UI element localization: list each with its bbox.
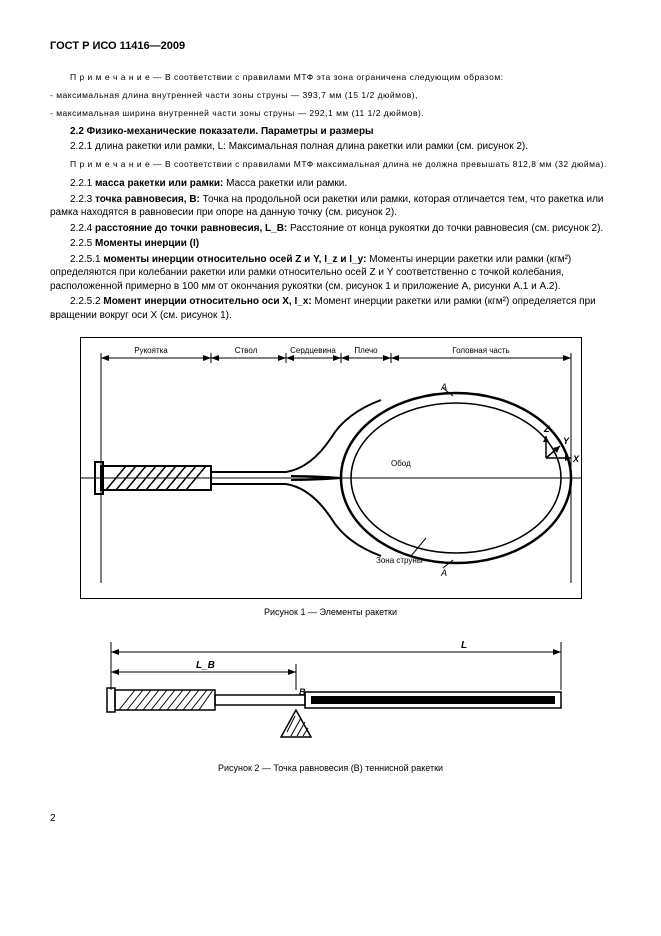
label-b: B [299, 687, 306, 697]
para-term: Момент инерции относительно оси X, I_x: [103, 296, 311, 307]
label-zona-struny: Зона струны [376, 556, 423, 565]
para-term: Моменты инерции (I) [95, 238, 199, 249]
para-term: точка равновесия, B: [95, 194, 200, 205]
page-container: ГОСТ Р ИСО 11416—2009 П р и м е ч а н и … [0, 0, 661, 854]
para-num: 2.2.1 [70, 178, 95, 189]
figure-2-svg: L L_B [81, 632, 581, 752]
note-1-line2: - максимальная длина внутренней части зо… [50, 90, 611, 102]
para-2-2-2: 2.2.1 масса ракетки или рамки: Масса рак… [50, 177, 611, 191]
para-term: моменты инерции относительно осей Z и Y,… [103, 254, 366, 265]
label-l: L [461, 640, 467, 651]
para-2-2-1: 2.2.1 длина ракетки или рамки, L: Максим… [50, 140, 611, 154]
figure-2-caption: Рисунок 2 — Точка равновесия (B) теннисн… [50, 763, 611, 773]
axis-z: Z [543, 424, 550, 434]
label-stvol: Ствол [234, 346, 257, 355]
note-1-line3: - максимальная ширина внутренней части з… [50, 108, 611, 120]
label-lb: L_B [196, 660, 215, 671]
page-number: 2 [50, 813, 611, 824]
axis-x: X [572, 454, 580, 464]
para-2-2-5: 2.2.5 Моменты инерции (I) [50, 237, 611, 251]
para-def: Расстояние от конца рукоятки до точки ра… [287, 223, 603, 234]
label-obod: Обод [391, 459, 411, 468]
para-num: 2.2.3 [70, 194, 95, 205]
note-1-line1: П р и м е ч а н и е — В соответствии с п… [50, 72, 611, 84]
figure-1: Рукоятка Ствол Сердцевина Плечо Головная… [50, 337, 611, 617]
para-term: расстояние до точки равновесия, L_B: [95, 223, 287, 234]
figure-1-caption: Рисунок 1 — Элементы ракетки [50, 607, 611, 617]
figure-2: L L_B [50, 632, 611, 773]
section-2-2-heading: 2.2 Физико-механические показатели. Пара… [50, 126, 611, 137]
para-num: 2.2.5 [70, 238, 95, 249]
label-serdtsevina: Сердцевина [290, 346, 336, 355]
para-2-2-4: 2.2.4 расстояние до точки равновесия, L_… [50, 222, 611, 236]
label-plecho: Плечо [354, 346, 378, 355]
label-a-bottom: A [440, 568, 447, 578]
para-num: 2.2.5.1 [70, 254, 103, 265]
figure-1-svg: Рукоятка Ствол Сердцевина Плечо Головная… [80, 337, 582, 599]
para-def: Масса ракетки или рамки. [223, 178, 347, 189]
label-golovnaya: Головная часть [452, 346, 509, 355]
para-term: масса ракетки или рамки: [95, 178, 223, 189]
axis-y: Y [563, 436, 570, 446]
para-2-2-5-2: 2.2.5.2 Момент инерции относительно оси … [50, 295, 611, 322]
note-2: П р и м е ч а н и е — В соответствии с п… [50, 159, 611, 171]
para-num: 2.2.4 [70, 223, 95, 234]
para-2-2-5-1: 2.2.5.1 моменты инерции относительно осе… [50, 253, 611, 294]
document-header: ГОСТ Р ИСО 11416—2009 [50, 40, 611, 52]
para-2-2-3: 2.2.3 точка равновесия, B: Точка на прод… [50, 193, 611, 220]
para-num: 2.2.5.2 [70, 296, 103, 307]
label-rukoyatka: Рукоятка [134, 346, 168, 355]
